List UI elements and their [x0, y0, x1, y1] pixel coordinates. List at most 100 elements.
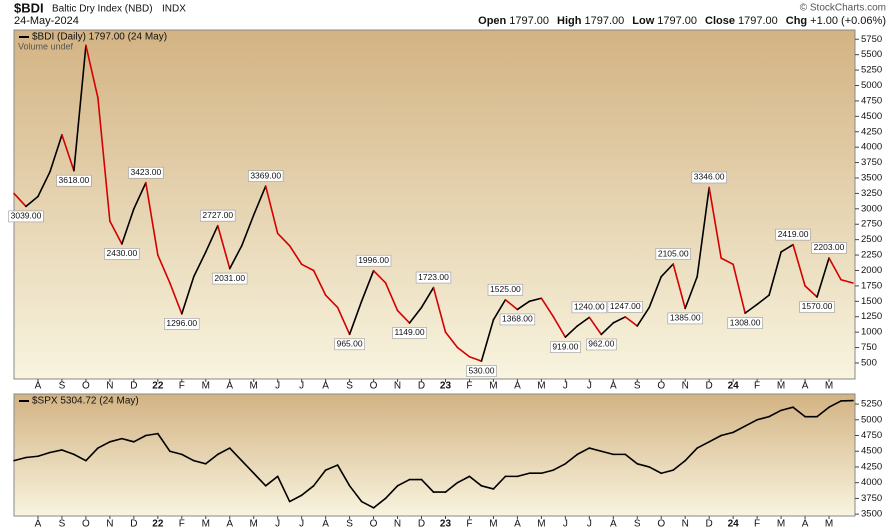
x-tick-label: N: [106, 381, 113, 392]
line-segment: [204, 453, 219, 465]
value-label-box: [355, 254, 392, 267]
y-tick-label: 2000: [861, 265, 882, 276]
x-tick-label: S: [634, 381, 641, 392]
y-tick-label: 4000: [861, 142, 882, 153]
line-segment: [264, 475, 279, 487]
x-tick-label: M: [537, 519, 545, 530]
line-segment: [636, 306, 651, 327]
y-tick-label: 4750: [861, 430, 882, 441]
line-segment: [181, 275, 195, 315]
value-label: 1308.00: [730, 317, 761, 327]
value-label-box: [212, 272, 248, 285]
x-tick-label: 24: [728, 381, 740, 392]
x-tick-label: D: [130, 381, 137, 392]
line-segment: [696, 440, 710, 449]
line-segment: [396, 309, 411, 324]
x-tick-label: M: [489, 519, 497, 530]
line-segment: [684, 447, 698, 462]
value-label-box: [727, 317, 763, 329]
line-segment: [744, 303, 758, 314]
line-segment: [252, 472, 267, 487]
line-segment: [588, 316, 603, 336]
line-segment: [288, 494, 303, 503]
line-segment: [816, 406, 830, 418]
value-label: 3346.00: [694, 172, 725, 182]
y-tick-label: 5500: [861, 49, 882, 60]
line-segment: [528, 297, 543, 303]
line-segment: [552, 463, 567, 471]
line-segment: [384, 485, 399, 500]
line-segment: [672, 263, 687, 310]
x-tick-label: J: [563, 519, 568, 530]
symbol: $BDI: [14, 0, 44, 15]
x-tick-label: F: [754, 519, 760, 530]
line-segment: [732, 263, 746, 314]
quote-label: Chg: [786, 15, 807, 27]
x-tick-label: J: [587, 519, 592, 530]
line-segment: [588, 447, 603, 453]
x-tick-label: J: [563, 381, 568, 392]
value-label-box: [487, 283, 524, 296]
line-segment: [312, 469, 327, 487]
line-segment: [145, 432, 159, 437]
line-segment: [540, 297, 555, 318]
line-segment: [564, 453, 579, 465]
value-label: 1570.00: [802, 301, 833, 311]
x-tick-label: A: [610, 381, 617, 392]
line-segment: [25, 455, 39, 459]
line-segment: [792, 406, 806, 418]
line-segment: [204, 224, 219, 253]
line-segment: [444, 331, 459, 349]
y-tick-label: 5000: [861, 414, 882, 425]
line-segment: [660, 469, 675, 475]
line-segment: [768, 251, 782, 296]
x-tick-label: O: [657, 381, 665, 392]
line-segment: [756, 415, 770, 421]
panel: [13, 29, 856, 380]
x-tick-label: D: [706, 381, 713, 392]
line-segment: [276, 232, 291, 247]
line-segment: [516, 472, 531, 478]
value-label: 1368.00: [502, 314, 533, 324]
line-segment: [192, 459, 207, 465]
x-tick-label: N: [106, 519, 113, 530]
line-segment: [444, 481, 459, 493]
value-label: 1385.00: [670, 313, 701, 323]
panel: [13, 393, 856, 517]
x-tick-label: F: [754, 381, 760, 392]
legend-title: $BDI (Daily) 1797.00 (24 May): [32, 32, 167, 43]
line-segment: [612, 316, 627, 324]
x-tick-label: A: [610, 519, 617, 530]
value-label-box: [104, 248, 140, 260]
line-segment: [468, 356, 483, 362]
y-tick-label: 500: [861, 357, 877, 368]
y-tick-label: 3750: [861, 493, 882, 504]
x-tick-label: J: [299, 381, 304, 392]
value-label: 1247.00: [610, 301, 641, 311]
line-segment: [732, 425, 746, 434]
line-segment: [73, 453, 87, 462]
line-segment: [768, 409, 782, 418]
value-label: 1149.00: [394, 327, 424, 337]
line-segment: [13, 192, 27, 208]
value-label: 1240.00: [574, 302, 605, 312]
quote-label: Close: [705, 15, 735, 27]
x-tick-label: N: [394, 519, 401, 530]
x-tick-label: M: [250, 381, 258, 392]
line-segment: [648, 466, 663, 475]
line-segment: [300, 485, 315, 497]
line-segment: [276, 475, 291, 503]
y-tick-label: 4750: [861, 95, 882, 106]
line-segment: [696, 186, 710, 278]
line-segment: [492, 475, 507, 490]
value-label-box: [775, 228, 811, 241]
y-tick-label: 1250: [861, 311, 882, 322]
x-tick-label: A: [226, 381, 233, 392]
quote-value: 1797.00: [657, 15, 697, 27]
line-segment: [504, 298, 519, 311]
x-tick-label: A: [35, 519, 42, 530]
value-label: 962.00: [588, 339, 614, 349]
line-segment: [181, 453, 195, 462]
line-segment: [61, 134, 75, 172]
